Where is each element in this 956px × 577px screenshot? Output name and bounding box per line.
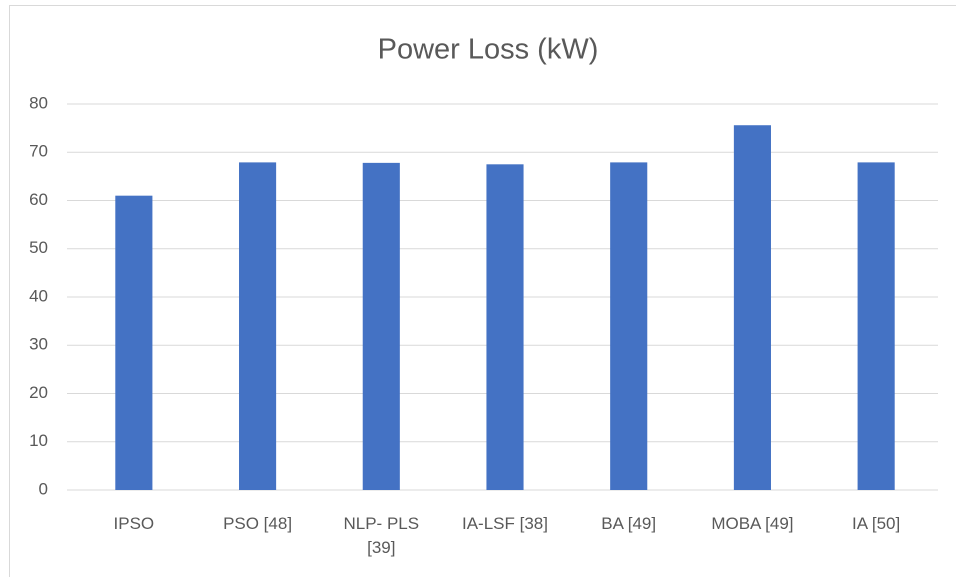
y-tick-label: 10: [29, 431, 48, 450]
y-tick-label: 30: [29, 335, 48, 354]
chart-border: [9, 5, 956, 577]
bar: [857, 162, 895, 490]
y-tick-label: 50: [29, 238, 48, 257]
bar: [115, 195, 153, 491]
chart-title: Power Loss (kW): [378, 34, 599, 66]
x-tick-label: NLP- PLS [39]: [343, 514, 420, 557]
x-tick-label: MOBA [49]: [711, 514, 794, 533]
x-tick-label: IPSO: [113, 514, 155, 533]
y-tick-label: 40: [29, 286, 48, 305]
bar: [239, 162, 277, 490]
y-tick-label: 60: [29, 190, 48, 209]
x-tick-label: BA [49]: [601, 514, 657, 533]
y-tick-label: 20: [29, 383, 48, 402]
bar: [733, 125, 771, 490]
x-tick-label: IA [50]: [852, 514, 901, 533]
bar: [486, 164, 524, 490]
y-tick-label: 80: [29, 93, 48, 112]
x-tick-label: IA-LSF [38]: [462, 514, 548, 533]
x-tick-label: PSO [48]: [223, 514, 293, 533]
bar: [362, 162, 400, 491]
y-tick-label: 70: [29, 142, 48, 161]
bar: [610, 162, 648, 490]
y-tick-label: 0: [39, 479, 48, 498]
